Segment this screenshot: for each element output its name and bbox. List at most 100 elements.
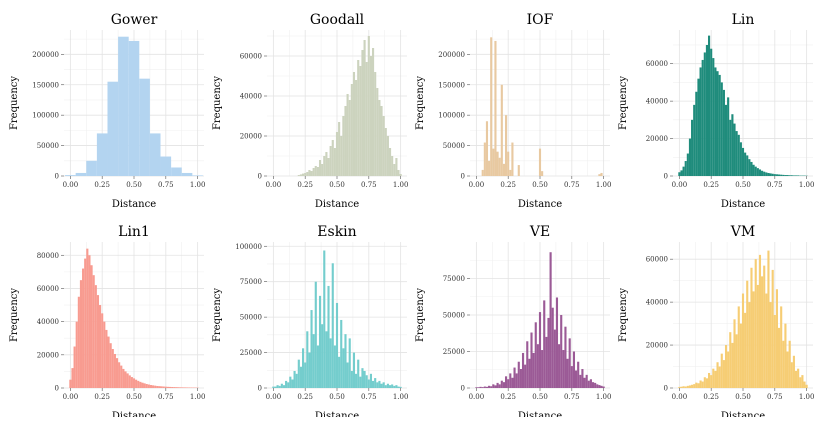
histogram-bar [598, 174, 600, 176]
histogram-bar [139, 382, 141, 388]
histogram-bar [539, 149, 541, 176]
y-tick-label: 100000 [32, 112, 59, 120]
histogram-bar [725, 105, 727, 176]
chart-title: Eskin [317, 224, 356, 240]
histogram-bar [513, 368, 515, 388]
histogram-bar [702, 60, 704, 176]
histogram-bar [524, 365, 526, 388]
x-tick-label: 0.75 [564, 181, 580, 189]
histogram-bar [770, 302, 772, 388]
histogram-bar [475, 387, 477, 388]
histogram-bar [772, 270, 774, 388]
x-tick-label: 0.75 [361, 181, 377, 189]
histogram-bar [484, 143, 486, 176]
histogram-bar [748, 159, 750, 176]
histogram-bar [778, 175, 780, 176]
histogram-bar [706, 378, 708, 388]
x-tick-label: 0.00 [469, 181, 485, 189]
histogram-bar [129, 375, 131, 388]
histogram-bar [393, 164, 395, 176]
histogram-bar [530, 333, 532, 388]
histogram-bar [742, 294, 744, 388]
y-tick-label: 40000 [240, 93, 262, 101]
x-tick-label: 0.50 [126, 181, 142, 189]
histogram-bar [501, 85, 503, 176]
histogram-bar [567, 359, 569, 388]
x-tick-label: 0.50 [329, 393, 345, 401]
y-tick-label: 0 [664, 385, 668, 393]
y-axis-title: Frequency [212, 76, 223, 130]
histogram-bar [289, 377, 291, 388]
histogram-bar [357, 360, 359, 388]
histogram-bar [349, 100, 351, 176]
x-tick-label: 0.00 [672, 181, 688, 189]
histogram-bar [139, 79, 150, 176]
histogram-bar [505, 115, 507, 176]
histogram-bar [731, 114, 733, 176]
histogram-bar [86, 249, 88, 388]
histogram-bar [678, 172, 680, 176]
histogram-bar [76, 173, 87, 176]
histogram-bar [691, 120, 693, 176]
histogram-bar [765, 172, 767, 176]
y-tick-label: 150000 [438, 81, 465, 89]
histogram-bar [695, 92, 697, 176]
histogram-bar [755, 167, 757, 176]
histogram-bar [497, 383, 499, 388]
histogram-bar [687, 386, 689, 388]
histogram-bar [740, 324, 742, 388]
histogram-bar [171, 167, 182, 176]
histogram-bar [274, 387, 276, 388]
histogram-bar [325, 152, 327, 176]
histogram-bar [76, 322, 78, 388]
x-tick-label: 1.00 [596, 181, 612, 189]
histogram-bar [321, 164, 323, 176]
histogram-bar [372, 381, 374, 388]
histogram-bar [733, 319, 735, 388]
histogram-bar [304, 362, 306, 388]
histogram-bar [325, 331, 327, 388]
histogram-bar [579, 375, 581, 388]
histogram-bar [116, 358, 118, 388]
histogram-bar [315, 166, 317, 176]
histogram-bar [310, 171, 312, 176]
histogram-bar [592, 382, 594, 388]
histogram-bar [154, 386, 156, 388]
histogram-bar [731, 343, 733, 388]
histogram-bar [757, 285, 759, 388]
histogram-bar [569, 338, 571, 388]
histogram-bar [308, 170, 310, 176]
histogram-bar [334, 345, 336, 388]
histogram-bar [740, 142, 742, 176]
histogram-bar [330, 146, 332, 176]
y-tick-label: 60000 [646, 60, 668, 68]
histogram-bar [370, 374, 372, 388]
histogram-bar [105, 330, 107, 388]
histogram-bar [700, 67, 702, 176]
histogram-bar [727, 352, 729, 389]
histogram-bar [163, 387, 165, 388]
histogram-bar [736, 334, 738, 388]
histogram-bar [723, 360, 725, 388]
histogram-bar [184, 387, 186, 388]
histogram-bar [507, 379, 509, 388]
y-tick-label: 80000 [37, 252, 59, 260]
histogram-bar [727, 97, 729, 176]
y-tick-label: 50000 [37, 142, 59, 150]
histogram-bar [767, 251, 769, 388]
histogram-bar [750, 162, 752, 176]
histogram-bar [494, 385, 496, 388]
histogram-bar [706, 45, 708, 176]
histogram-bar [697, 79, 699, 176]
x-tick-label: 0.50 [532, 181, 548, 189]
histogram-bar [600, 173, 602, 176]
histogram-bar [308, 353, 310, 388]
x-tick-label: 0.25 [703, 181, 719, 189]
histogram-bar [581, 369, 583, 388]
histogram-bar [725, 345, 727, 388]
histogram-bar [697, 383, 699, 388]
histogram-bar [588, 381, 590, 388]
histogram-bar [122, 369, 124, 388]
